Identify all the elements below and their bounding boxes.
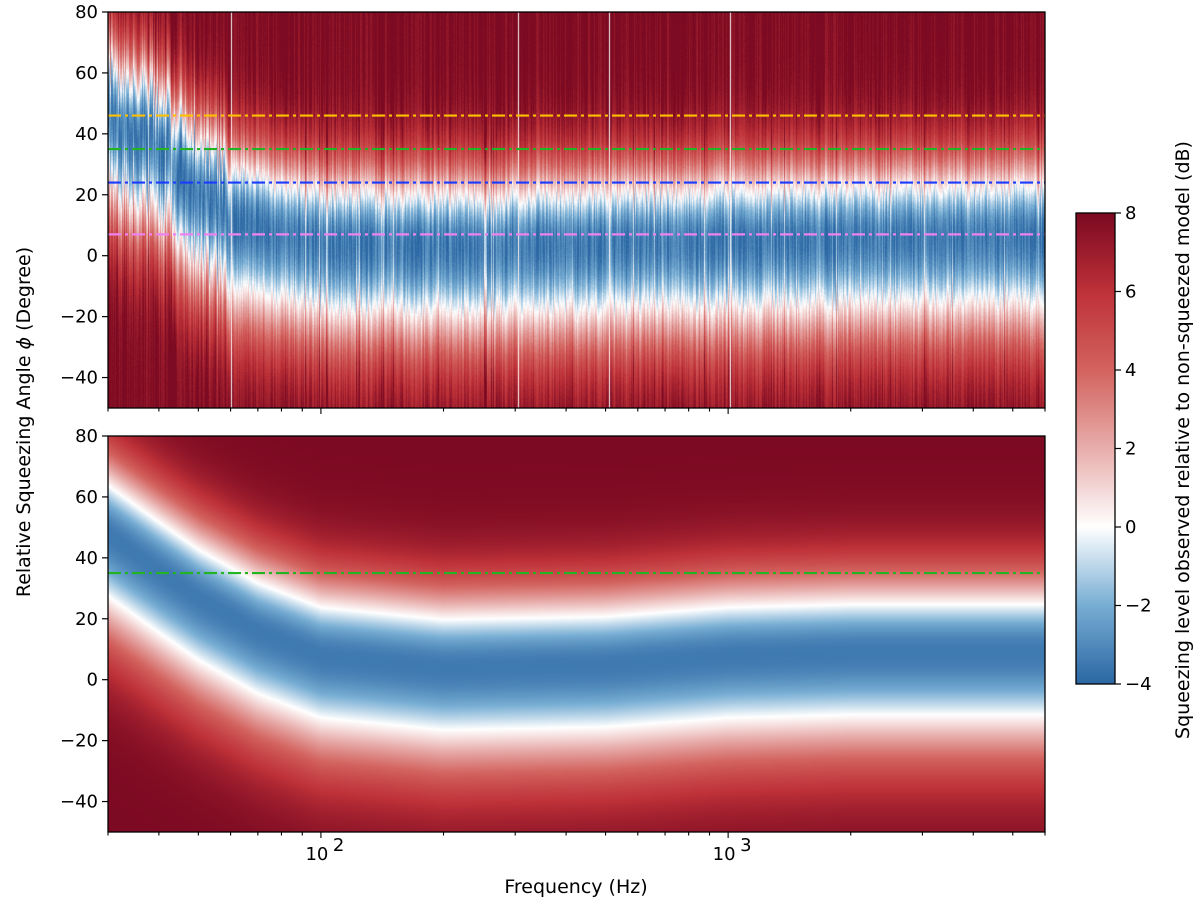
plot-frame [107,11,1046,409]
x-tick-exponent: 2 [333,835,344,856]
y-tick-label: −20 [60,307,98,328]
plot-frame [107,435,1046,833]
y-tick-label: 80 [75,426,98,447]
colorbar-tick-label: 8 [1125,203,1136,224]
colorbar-tick-label: 2 [1125,439,1136,460]
y-axis-label: Relative Squeezing Angle ϕ (Degree) [13,247,35,597]
heatmap-bottom [108,436,1045,832]
y-tick-label: 60 [75,63,98,84]
y-tick-label: −40 [60,368,98,389]
y-tick-label: −20 [60,731,98,752]
y-tick-label: 20 [75,185,98,206]
colorbar-tick-label: −4 [1125,674,1152,695]
colorbar-tick-label: −2 [1125,596,1152,617]
colorbar-tick-label: 6 [1125,282,1136,303]
x-axis-label: Frequency (Hz) [504,876,647,898]
x-tick-exponent: 3 [740,835,751,856]
heatmap-top [108,12,1045,408]
colorbar-frame [1075,212,1116,685]
x-tick-label: 10 [305,844,328,865]
x-tick-label: 10 [713,844,736,865]
y-tick-label: 40 [75,124,98,145]
y-tick-label: 0 [87,670,98,691]
y-tick-label: 40 [75,548,98,569]
y-tick-label: 80 [75,2,98,23]
colorbar-tick-label: 0 [1125,517,1136,538]
y-tick-label: 60 [75,487,98,508]
y-tick-label: 0 [87,246,98,267]
y-tick-label: 20 [75,609,98,630]
colorbar-gradient [1076,213,1115,684]
y-tick-label: −40 [60,792,98,813]
colorbar-tick-label: 4 [1125,360,1136,381]
colorbar-label: Squeezing level observed relative to non… [1172,141,1194,739]
